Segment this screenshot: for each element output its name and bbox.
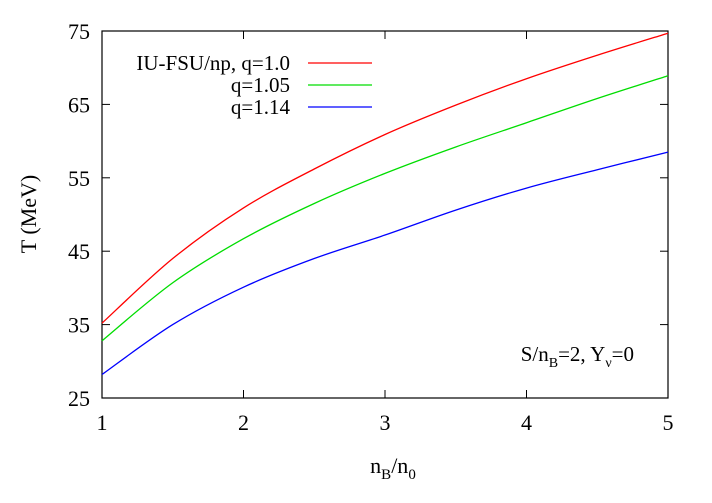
annotation-part-2: =2, Y (558, 342, 605, 366)
x-tick-label: 5 (663, 410, 674, 435)
y-tick-label: 25 (68, 386, 90, 411)
legend-label-3: q=1.14 (231, 95, 291, 119)
x-axis-label-base: n (370, 453, 381, 478)
annotation-part-3: =0 (612, 342, 634, 366)
y-tick-label: 65 (68, 92, 90, 117)
x-tick-label: 1 (97, 410, 108, 435)
y-tick-label: 35 (68, 313, 90, 338)
y-axis-label: T (MeV) (16, 175, 41, 253)
legend-label-2: q=1.05 (231, 73, 290, 97)
annotation-sub-2: ν (605, 356, 611, 371)
x-tick-label: 3 (380, 410, 391, 435)
legend-label-1: IU-FSU/np, q=1.0 (136, 51, 290, 75)
plot-annotation: S/nB=2, Yν=0 (521, 342, 634, 371)
series-line-1 (101, 32, 669, 324)
legend: IU-FSU/np, q=1.0q=1.05q=1.14 (136, 51, 372, 119)
x-tick-label: 4 (521, 410, 532, 435)
x-axis-label-sub1: B (381, 467, 391, 483)
series-line-3 (101, 151, 669, 376)
y-tick-label: 75 (68, 19, 90, 44)
x-axis-label-sep: /n (391, 453, 408, 478)
x-tick-label: 2 (238, 410, 249, 435)
series-line-2 (101, 75, 669, 342)
x-axis-label: nB/n0 (370, 453, 416, 483)
annotation-part-1: S/n (521, 342, 550, 366)
x-axis-label-sub2: 0 (408, 467, 416, 483)
y-tick-label: 55 (68, 166, 90, 191)
series-lines (101, 32, 669, 376)
y-tick-label: 45 (68, 239, 90, 264)
annotation-sub-1: B (549, 356, 558, 371)
